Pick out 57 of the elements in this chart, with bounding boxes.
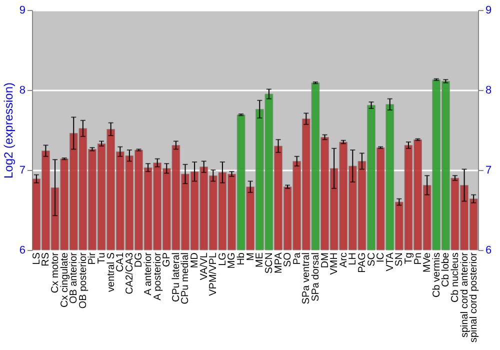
y2-tick-label: 9 [486,4,492,16]
x-tick-label: SO [282,252,294,267]
x-tick-label: SN [394,252,406,266]
x-tick-label: DG [134,252,145,268]
x-tick-label: MVe [422,252,434,273]
x-tick-label: PAG [356,252,368,273]
x-tick-label: M [245,252,256,261]
x-tick-label: MD [190,252,201,268]
x-tick-label: Pa [292,252,303,265]
x-tick-label: GP [162,252,173,267]
x-tick-label: CA1 [115,252,126,272]
y2-tick-label: 8 [486,84,492,96]
x-tick-label: VTA [384,252,396,272]
x-tick-label: LS [31,252,42,265]
y-tick-label: 8 [19,84,26,96]
y-tick-label: 6 [19,244,26,256]
y-tick-label: 9 [19,4,26,16]
x-tick-label: Cx cingulate [59,252,70,308]
x-tick-label: Cb vermis [431,252,442,298]
x-tick-label: A anterior [143,252,154,296]
x-tick-label: SC [366,252,378,266]
x-tick-label: Cb nucleus [450,252,461,303]
x-tick-label: VA/VL [198,252,210,280]
x-tick-label: VPM/VPL [208,252,220,296]
x-tick-label: Cx motor [50,252,62,294]
x-tick-label: MG [226,252,238,269]
y2-tick-label: 6 [486,244,492,256]
y-axis-title: Log2 (expression) [1,82,16,179]
x-tick-label: DM [320,252,331,268]
x-tick-label: RS [40,252,52,266]
x-tick-label: Cb lobe [440,252,452,287]
x-tick-label: LH [348,252,359,266]
y2-tick-label: 7 [486,164,492,176]
x-tick-label: MPA [273,252,284,274]
x-tick-label: OB posterior [78,252,89,309]
x-tick-label: SPa dorsal [310,252,322,302]
x-tick-label: Pn [412,252,424,265]
x-tick-label: Tg [403,252,414,264]
x-tick-label: ME [254,252,266,268]
x-tick-label: CPu medial [180,252,192,304]
x-tick-label: spinal cord posterior [468,252,480,343]
x-tick-label: SCN [264,252,275,274]
x-tick-label: Arc [338,252,350,268]
x-tick-label: spinal cord anterior [459,252,470,338]
x-tick-label: LG [217,252,228,266]
x-tick-label: IC [376,252,387,262]
x-tick-label: SPa ventral [301,252,312,304]
x-tick-label: VMH [329,252,340,275]
x-tick-label: Hb [236,252,248,266]
x-tick-label: Tu [96,252,108,264]
x-tick-label: CPu lateral [170,252,182,302]
x-tick-label: CA2/CA3 [124,252,136,294]
y-tick-label: 7 [19,164,26,176]
x-tick-label: ventral S [106,252,117,292]
x-tick-label: A posterior [152,252,164,300]
x-tick-label: Pir [87,252,98,265]
x-tick-label: OB anterior [68,252,80,304]
